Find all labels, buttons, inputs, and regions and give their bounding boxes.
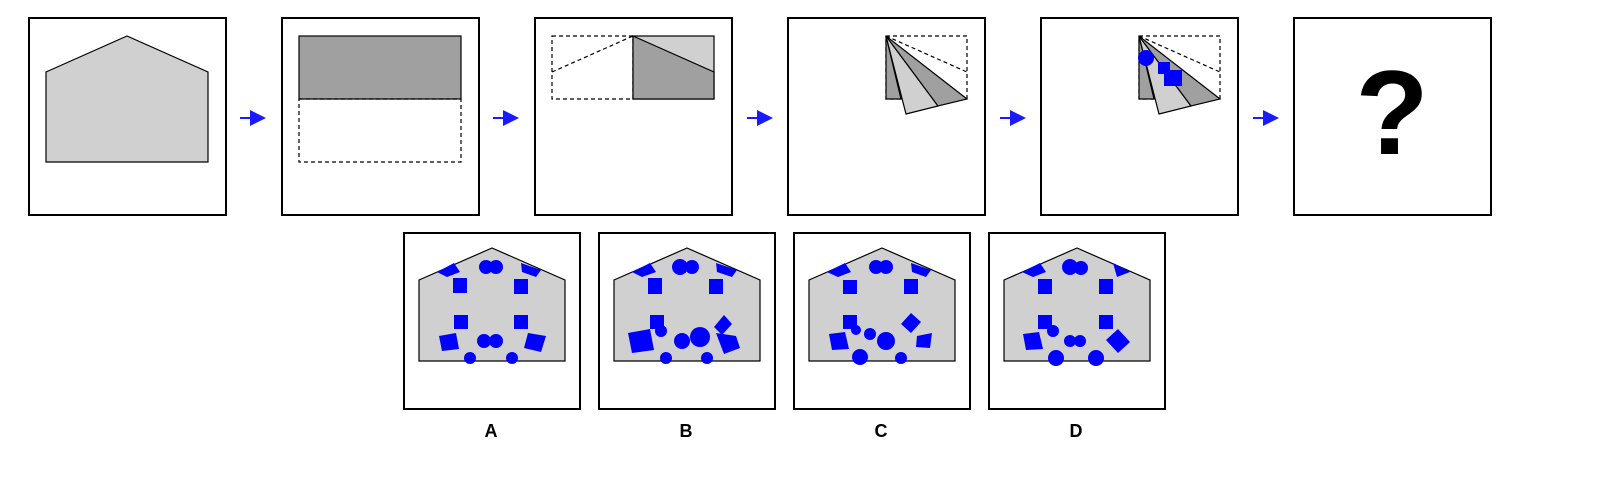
right-half-dark — [632, 35, 715, 100]
option-a[interactable]: A — [403, 232, 581, 441]
step-2-panel — [281, 17, 480, 216]
punch-icon — [1164, 70, 1182, 86]
option-b[interactable]: B — [598, 232, 776, 441]
option-a-label: A — [485, 421, 498, 441]
option-b-label: B — [680, 421, 693, 441]
punch-icon — [1138, 50, 1154, 66]
pentagon-icon — [45, 35, 209, 163]
option-d-label: D — [1070, 421, 1083, 441]
step-1-panel — [28, 17, 227, 216]
folded-top-layer — [298, 35, 462, 100]
step-5-panel — [1040, 17, 1239, 216]
step-3-panel — [534, 17, 733, 216]
option-c[interactable]: C — [793, 232, 971, 441]
option-c-label: C — [875, 421, 888, 441]
question-panel: ? — [1293, 17, 1492, 216]
question-mark: ? — [1355, 46, 1428, 180]
step-4-panel — [787, 17, 986, 216]
dashed-original-bottom — [298, 98, 462, 163]
option-d[interactable]: D — [988, 232, 1166, 441]
